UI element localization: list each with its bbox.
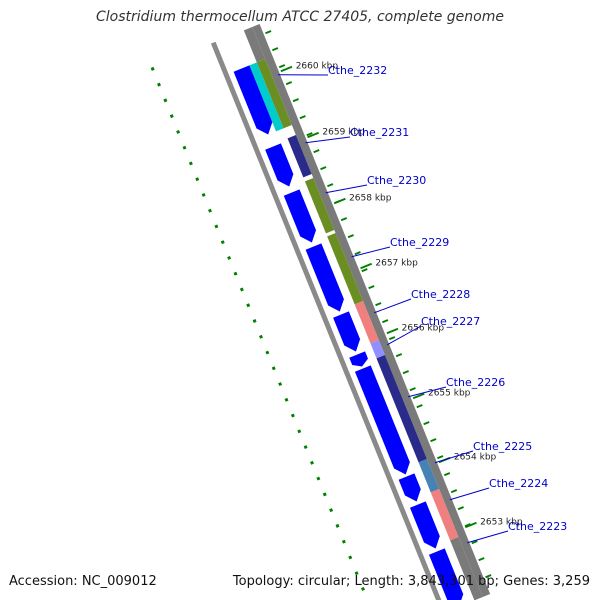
cds-arrow-6 [349,351,368,367]
scale-tick [368,285,375,290]
mid-seg-navy-2226 [376,355,427,463]
tick-label: 2655 kbp [428,388,471,398]
gene-label: Cthe_2231 [350,126,409,139]
gene-label: Cthe_2229 [390,236,449,249]
gene-leader-line [408,386,447,398]
scale-tick [340,217,348,222]
major-tick [386,327,399,335]
scale-tick [375,302,382,307]
scale-tick [327,183,334,188]
cds-arrow-1 [233,65,273,135]
gene-leader-line [434,450,474,464]
mid-seg-navy-2231 [287,135,312,178]
gene-leader-line [467,530,509,544]
tick-label: 2657 kbp [375,258,418,268]
cds-arrow-4 [305,243,344,312]
gene-label: Cthe_2228 [411,288,470,301]
gene-label: Cthe_2223 [508,520,567,533]
scale-tick [485,574,492,579]
scale-tick [443,472,451,477]
gene-leader-line [449,487,490,501]
mid-seg-salmon-2228 [354,301,379,344]
genome-summary-text: Topology: circular; Length: 3,843,301 bp… [232,574,590,589]
gene-label: Cthe_2226 [446,376,505,389]
tick-label: 2653 kbp [480,517,523,527]
scale-tick [278,64,286,69]
scale-tick [292,98,299,103]
cds-arrow-8 [398,473,421,502]
tick-label: 2658 kbp [349,193,392,203]
cds-arrow-2 [265,143,294,187]
accession-text: Accession: NC_009012 [9,574,157,589]
major-tick [360,262,373,270]
mid-seg-gray-top [243,27,266,63]
scale-tick [478,557,485,562]
scale-tick [416,404,423,409]
scale-tick [354,251,361,256]
cds-arrow-10 [428,548,464,600]
scale-tick [388,336,396,341]
scale-tick [265,30,272,35]
scale-tick [457,506,464,511]
tick-label: 2660 kbp [296,61,339,71]
scale-tick [450,489,458,494]
major-tick [333,197,346,205]
gene-leader-line [374,298,412,314]
major-tick [412,392,425,400]
tick-label: 2654 kbp [454,452,497,462]
gene-label: Cthe_2232 [328,64,387,77]
cds-arrow-9 [409,501,440,549]
gene-leader-line [325,184,368,194]
scale-tick [423,421,430,426]
gene-label: Cthe_2230 [367,174,426,187]
outer-ring-band [252,24,491,598]
major-tick [464,521,477,529]
gene-label: Cthe_2225 [473,440,532,453]
cds-arrow-3 [283,189,316,243]
mid-seg-steel-2225 [418,459,440,493]
scale-tick [271,47,279,52]
gene-leader-line [351,246,391,258]
scale-tick [471,540,478,545]
scale-tick [320,166,327,171]
scale-tick [382,319,389,324]
map-title: Clostridium thermocellum ATCC 27405, com… [96,9,504,25]
cds-arrow-5 [333,311,361,352]
gene-leader-line [386,325,422,346]
cds-arrow-7 [354,365,410,475]
scale-tick [361,268,368,273]
scale-tick [306,132,313,137]
scale-tick [299,115,306,120]
scale-tick [430,438,437,443]
tick-label: 2656 kbp [402,323,445,333]
major-tick [280,65,293,73]
major-tick [307,131,320,139]
scale-tick [313,149,320,154]
gene-label: Cthe_2224 [489,477,548,490]
tick-label: 2659 kbp [322,127,365,137]
mid-seg-salmon-2224 [430,489,459,541]
scale-tick [285,81,293,86]
scale-tick [347,234,354,239]
gc-dot-track [150,66,370,600]
mid-seg-olive-2230 [304,178,335,234]
scale-tick [395,353,403,358]
cds-seg-cyan [249,62,284,132]
scale-tick [464,523,471,528]
gene-leader-line [305,136,351,144]
mid-seg-olive-2229 [327,233,364,305]
mid-seg-olive-2232 [256,59,292,129]
scale-tick [437,455,444,460]
mid-seg-gray-2223 [450,537,483,600]
inner-backbone [210,41,442,600]
scale-tick [409,387,416,392]
scale-tick [402,370,409,375]
gene-label: Cthe_2227 [421,315,480,328]
mid-seg-lavender-2227 [370,340,385,359]
